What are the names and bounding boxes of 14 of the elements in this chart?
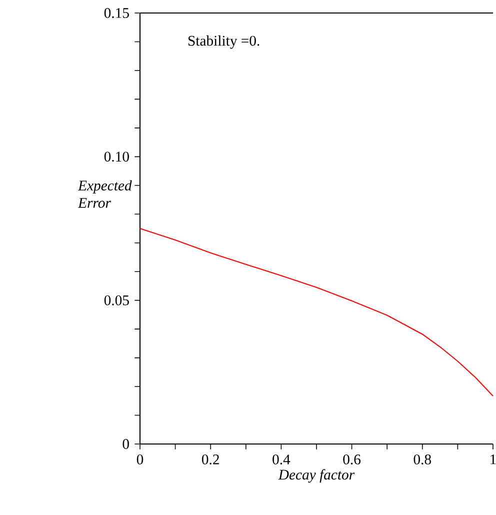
y-axis-title: Expected Error <box>78 180 132 208</box>
x-tick-label: 0.2 <box>202 454 219 464</box>
x-tick-label: 0.4 <box>272 454 290 464</box>
x-tick-label: 0.6 <box>343 454 361 464</box>
line-series <box>139 228 494 397</box>
y-tick-label: 0.15 <box>104 8 129 18</box>
x-tick-label: 0.8 <box>414 454 431 464</box>
x-tick-label: 1 <box>490 454 496 464</box>
x-tick-label: 0 <box>136 454 144 464</box>
x-axis-title: Decay factor <box>278 469 355 483</box>
y-tick-label: 0.10 <box>104 152 129 162</box>
annotation: Stability =0. <box>188 35 260 49</box>
y-tick-label: 0 <box>122 439 129 449</box>
y-tick-label: 0.05 <box>104 295 129 306</box>
